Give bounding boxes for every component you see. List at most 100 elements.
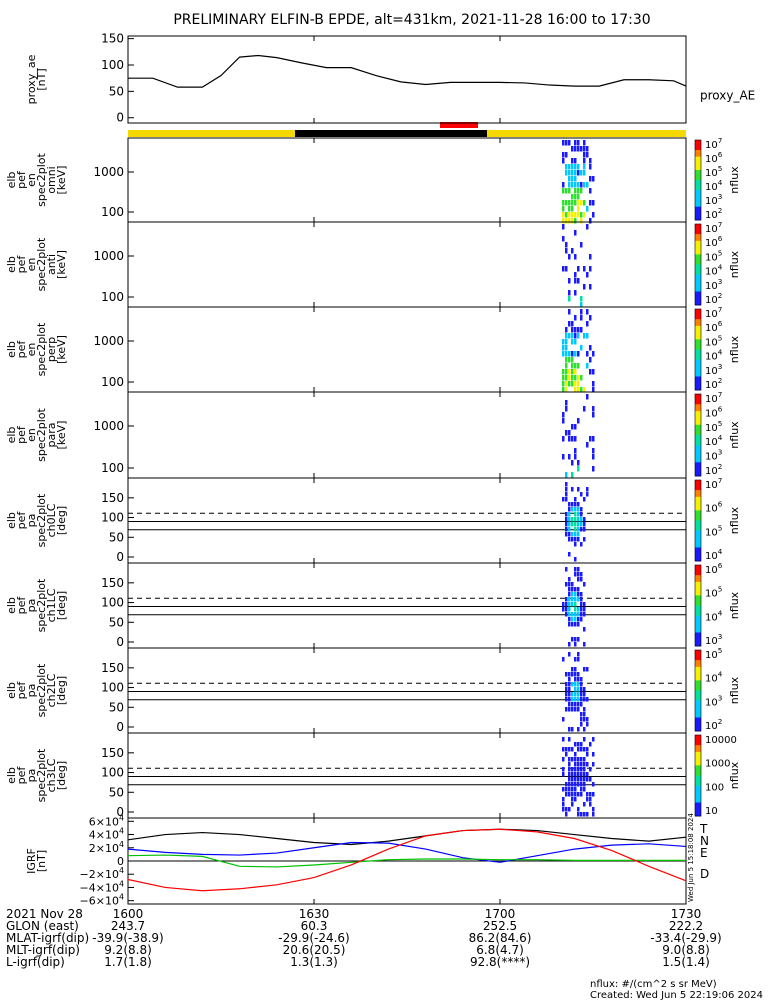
pa_ch1-cell [577,607,580,612]
pa_ch0-cell [580,527,583,532]
pa_ch1-ylabel-3: spec2plot [35,578,48,632]
spec_omni-cell [568,170,571,176]
spec_anti-cell [568,278,571,284]
spec_perp-cell [577,351,580,357]
pa_ch2-cell [577,652,580,657]
spec_para-cell [589,436,592,442]
pa_ch3-cell [592,807,595,812]
pa_ch3-cells [562,737,595,817]
pa_ch2-cell [574,707,577,712]
spec_anti-colorbar-seg [695,240,701,245]
pa_ch2-cell [577,672,580,677]
pa_ch2-colorbar-seg [695,697,701,702]
spec_para-cell [562,412,565,418]
spec_perp-cell [592,387,595,393]
pa_ch2-colorbar-seg [695,727,701,732]
spec_omni-cell [571,206,574,212]
igrf-ytick-label: −4×104 [80,879,124,894]
pa_ch0-cell [565,532,568,537]
pa_ch3-cell [583,777,586,782]
pa_ch1-cell [574,642,577,647]
pa_ch0-cell [583,497,586,502]
pa_ch3-ytick-label: 150 [101,746,124,760]
spec_para-colorbar-seg [695,404,701,409]
spec_omni-cell [562,182,565,188]
pa_ch0-cell [574,532,577,537]
spec_perp-colorbar-frame [694,308,702,391]
pa_ch0-colorbar-seg [695,557,701,562]
pa_ch0-cell [574,527,577,532]
pa_ch3-colorbar-seg [695,741,701,746]
pa_ch3-cell [589,792,592,797]
spec_omni-ylabel-3: spec2plot [35,153,48,207]
pa_ch2-colorbar-seg [695,693,701,698]
pa_ch2-colorbar-seg [695,687,701,691]
spec_omni-colorbar-seg [695,163,701,168]
spec_perp-colorbar-seg [695,332,701,337]
pa_ch2-cell [565,672,568,677]
pa_ch1-cell [568,607,571,612]
spec_para-colorbar-seg [695,458,701,463]
pa_ch0-colorbar-seg [695,480,701,484]
spec_omni-colorbar-frame [694,139,702,221]
pa_ch0-cell [565,527,568,532]
pa_ch2-colorbar-seg [695,710,701,715]
pa_ch2-cell [568,692,571,697]
spec_omni-colorbar-seg [695,156,701,161]
pa_ch1-colorbar-tick: 104 [705,608,723,623]
pa_ch1-cell [568,582,571,587]
pa_ch2-cell [565,687,568,692]
spec_omni-cell [574,146,577,152]
pa_ch0-colorbar-seg [695,544,701,548]
xaxis-row-value: 1.3(1.3) [290,955,338,969]
spec_para-cell [562,418,565,424]
spec_para-colorbar-seg [695,435,701,439]
pa_ch1-colorbar-seg [695,625,701,630]
pa_ch1-ylabel-5: [deg] [55,591,68,620]
spec_perp-cell [562,345,565,351]
spec_para-colorbar-seg [695,394,701,398]
spec_omni-cell [580,188,583,194]
spec_anti-cell [568,290,571,296]
spec_para-cell [583,406,586,412]
pa_ch3-colorbar-seg [695,775,701,780]
spec_perp-cell [580,327,583,333]
xaxis-row-value: 1630 [299,907,330,921]
spec_perp-colorbar-seg [695,359,701,364]
pa_ch3-colorbar: 10000 1000 100 10 nflux [694,734,741,817]
pa_ch2-colorbar-seg [695,666,701,671]
pa_ch3-cell [592,812,595,817]
igrf-ylabel-1: [nT] [35,850,48,872]
igrf-side-stamp: Wed Jun 5 15:18:08 2024 [687,813,695,902]
pa_ch2-cell [583,712,586,717]
pa_ch1-cell [580,607,583,612]
spec_para-cell [571,460,574,466]
spec_perp-cell [565,345,568,351]
pa_ch3-cell [577,782,580,787]
pa_ch1-frame [127,562,687,649]
spec_anti-cell [565,242,568,248]
spec_para-cell [574,448,577,454]
spec_perp-cell [568,369,571,375]
pa_ch2-cell [568,707,571,712]
pa_ch3-cell [577,742,580,747]
igrf-N-line [127,841,687,863]
spec_perp-cell [562,375,565,381]
pa_ch0-colorbar-seg [695,486,701,491]
pa_ch1-cell [574,592,577,597]
spec_perp-cell [574,339,577,345]
spec_perp-cell [568,357,571,363]
pa_ch3-cell [577,767,580,772]
spec_omni-colorbar-tick: 107 [705,136,722,151]
spec_perp-cell [580,315,583,321]
pa_ch1-cell [577,622,580,627]
pa_ch1-cell [571,597,574,602]
pa_ch2-cell [583,727,586,732]
pa_ch1-cell [580,577,583,582]
pa_ch3-cell [574,762,577,767]
pa_ch0-cell [574,522,577,527]
pa_ch2-frame [127,647,687,734]
igrf-ytick-label: 6×104 [89,813,124,828]
pa_ch2-colorbar-seg [695,717,701,722]
